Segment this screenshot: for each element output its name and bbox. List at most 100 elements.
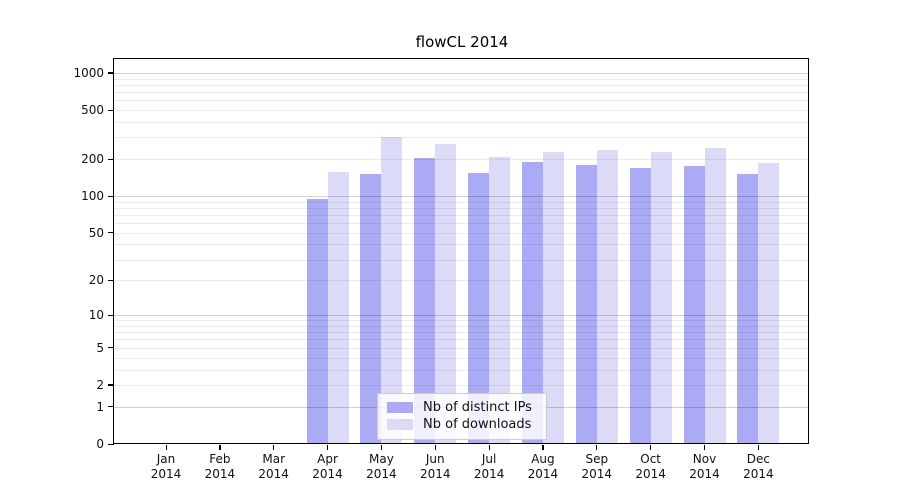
gridline-minor	[114, 84, 810, 86]
bar-distinct-ips-sep	[575, 164, 597, 444]
gridline-minor	[114, 100, 810, 102]
x-tick	[327, 445, 329, 450]
legend-item-downloads: Nb of downloads	[387, 416, 537, 433]
y-tick-label: 20	[88, 273, 104, 288]
gridline-minor	[114, 137, 810, 139]
gridline-minor	[114, 244, 810, 246]
x-tick	[704, 445, 706, 450]
x-tick-year: 2014	[258, 467, 289, 481]
x-tick-month: Oct	[640, 452, 662, 466]
x-tick-label: May 2014	[353, 452, 409, 482]
gridline-minor	[114, 369, 810, 371]
bar-downloads-apr	[327, 171, 349, 444]
bar-downloads-dec	[758, 162, 780, 444]
legend-item-distinct-ips: Nb of distinct IPs	[387, 399, 537, 416]
x-tick-year: 2014	[419, 467, 451, 481]
x-tick-year: 2014	[743, 467, 774, 481]
y-tick	[108, 279, 114, 282]
x-tick	[165, 445, 167, 450]
x-tick-year: 2014	[312, 467, 343, 481]
x-tick	[219, 445, 221, 450]
bar-downloads-nov	[704, 148, 726, 444]
y-tick	[108, 406, 114, 408]
gridline-minor	[114, 357, 810, 359]
x-tick-month: Nov	[692, 452, 717, 466]
bar-downloads-oct	[650, 152, 672, 444]
legend-label-distinct-ips: Nb of distinct IPs	[423, 400, 532, 415]
gridline-minor	[114, 110, 810, 112]
x-tick-month: Jun	[425, 452, 445, 466]
x-tick	[757, 445, 760, 450]
y-tick	[108, 314, 114, 316]
gridline-minor	[114, 201, 810, 203]
bar-distinct-ips-nov	[683, 165, 705, 444]
x-tick-year: 2014	[527, 467, 559, 481]
y-tick-label: 100	[81, 189, 104, 204]
x-tick	[650, 445, 652, 450]
x-tick-label: Mar 2014	[246, 452, 302, 482]
x-tick-month: Apr	[317, 452, 338, 466]
gridline-minor	[114, 325, 810, 327]
x-tick	[380, 445, 383, 450]
gridline-minor	[114, 159, 810, 161]
x-tick-month: Sep	[585, 452, 609, 466]
bar-downloads-jul	[489, 157, 511, 444]
x-tick	[434, 445, 436, 450]
y-tick-label: 10	[88, 308, 104, 323]
x-tick-year: 2014	[689, 467, 720, 481]
gridline-minor	[114, 223, 810, 225]
gridline-minor	[114, 259, 810, 261]
legend-swatch-downloads	[387, 419, 413, 430]
gridline-minor	[114, 91, 810, 93]
gridline-minor	[114, 280, 810, 282]
x-tick-label: Sep 2014	[569, 452, 625, 482]
x-tick-label: Feb 2014	[192, 452, 248, 482]
x-tick-label: Jul 2014	[461, 452, 517, 482]
x-tick-label: Oct 2014	[623, 452, 679, 482]
gridline-minor	[114, 121, 810, 123]
bar-downloads-jun	[435, 143, 457, 444]
x-tick	[596, 445, 598, 450]
y-tick-label: 2	[96, 377, 104, 392]
x-tick-month: Jul	[481, 452, 497, 466]
gridline-minor	[114, 214, 810, 216]
y-tick-label: 5	[96, 340, 104, 355]
y-tick-label: 0	[96, 437, 104, 451]
x-tick	[542, 445, 544, 450]
x-tick-year: 2014	[473, 467, 505, 481]
y-tick-label: 500	[81, 103, 104, 118]
gridline-minor	[114, 207, 810, 209]
bar-distinct-ips-jun	[414, 157, 436, 444]
y-tick	[108, 158, 114, 160]
y-tick	[108, 347, 114, 349]
x-tick-month: Dec	[746, 452, 770, 466]
x-tick	[273, 445, 275, 450]
x-tick-label: Jun 2014	[407, 452, 463, 482]
x-tick-month: Feb	[209, 452, 231, 466]
x-tick-month: Mar	[262, 452, 285, 466]
bar-distinct-ips-dec	[737, 174, 759, 444]
x-tick-label: Jan 2014	[138, 452, 194, 482]
x-tick	[488, 445, 490, 450]
y-tick	[108, 443, 114, 445]
y-tick	[108, 72, 114, 74]
bar-downloads-may	[381, 137, 403, 444]
y-tick	[108, 195, 114, 197]
y-tick-label: 50	[88, 225, 104, 240]
y-tick	[108, 384, 114, 386]
bar-distinct-ips-oct	[629, 167, 651, 444]
x-tick-label: Dec 2014	[730, 452, 786, 482]
x-tick-label: Aug 2014	[515, 452, 571, 482]
x-tick-year: 2014	[581, 467, 613, 481]
gridline-minor	[114, 320, 810, 322]
chart-title: flowCL 2014	[415, 33, 509, 51]
bar-downloads-sep	[596, 150, 618, 444]
gridline-minor	[114, 347, 810, 349]
gridline-major	[114, 315, 810, 317]
gridline-minor	[114, 78, 810, 80]
bar-distinct-ips-apr	[306, 198, 328, 444]
gridline-major	[114, 196, 810, 198]
legend-label-downloads: Nb of downloads	[423, 417, 532, 432]
bar-downloads-aug	[542, 151, 564, 444]
